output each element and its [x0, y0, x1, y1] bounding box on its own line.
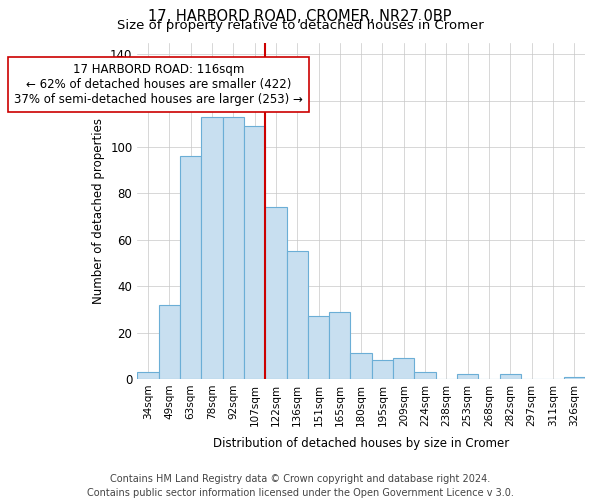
Text: 17, HARBORD ROAD, CROMER, NR27 0BP: 17, HARBORD ROAD, CROMER, NR27 0BP: [148, 9, 452, 24]
Bar: [393, 358, 415, 379]
Y-axis label: Number of detached properties: Number of detached properties: [92, 118, 104, 304]
Bar: [287, 252, 308, 379]
Bar: [329, 312, 350, 379]
Bar: [223, 116, 244, 379]
Bar: [308, 316, 329, 379]
Bar: [201, 116, 223, 379]
Text: Contains HM Land Registry data © Crown copyright and database right 2024.
Contai: Contains HM Land Registry data © Crown c…: [86, 474, 514, 498]
Bar: [457, 374, 478, 379]
Bar: [158, 304, 180, 379]
Bar: [563, 376, 585, 379]
Bar: [372, 360, 393, 379]
Bar: [500, 374, 521, 379]
Text: Size of property relative to detached houses in Cromer: Size of property relative to detached ho…: [116, 19, 484, 32]
Bar: [137, 372, 158, 379]
Bar: [350, 354, 372, 379]
Bar: [244, 126, 265, 379]
Bar: [415, 372, 436, 379]
Bar: [265, 207, 287, 379]
Bar: [180, 156, 201, 379]
X-axis label: Distribution of detached houses by size in Cromer: Distribution of detached houses by size …: [213, 437, 509, 450]
Text: 17 HARBORD ROAD: 116sqm
← 62% of detached houses are smaller (422)
37% of semi-d: 17 HARBORD ROAD: 116sqm ← 62% of detache…: [14, 64, 303, 106]
